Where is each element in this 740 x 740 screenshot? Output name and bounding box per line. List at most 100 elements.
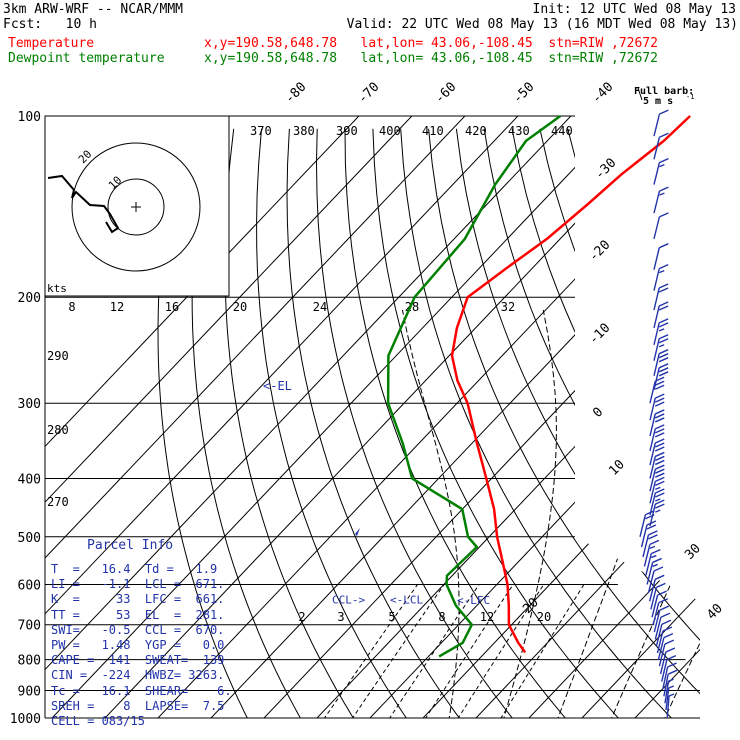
wind-barb-flag: [646, 524, 657, 530]
wind-key: Full barb: 5 m s -1: [634, 86, 694, 107]
wind-barb-staff: [649, 481, 656, 504]
theta-e-tick-label: 390: [336, 124, 358, 138]
theta-tick-label: 290: [47, 349, 69, 363]
wind-barb: [647, 566, 664, 594]
dry-adiabat-line: [455, 128, 700, 718]
wind-barb-staff: [647, 570, 655, 594]
lfc-annotation: <-LFC: [457, 594, 490, 607]
dry-adiabat-line: [224, 128, 362, 718]
wind-barb-flag: [655, 492, 665, 498]
wind-barb: [653, 186, 669, 214]
parcel-row: T = 16.4 Td = 1.9: [51, 562, 218, 576]
wind-barb: [658, 639, 675, 667]
wind-barb-staff: [658, 643, 666, 667]
wind-barb-flag: [659, 157, 669, 164]
wind-barb-half: [658, 269, 665, 274]
wind-barb: [653, 318, 669, 346]
temperature-legend: Temperature: [8, 36, 95, 51]
wind-barb: [664, 678, 674, 704]
wind-barb-staff: [653, 247, 660, 270]
wind-barb: [651, 590, 667, 618]
pressure-tick-label: 600: [18, 578, 41, 593]
wind-barb: [642, 530, 658, 558]
wind-barb-flag: [654, 442, 665, 448]
mixing-ratio-line: [315, 584, 419, 718]
mixing-ratio-tick-label: 2: [298, 610, 305, 624]
wind-barb-staff: [653, 305, 660, 329]
wind-barb-half: [658, 328, 665, 332]
wind-barb: [653, 263, 669, 291]
parcel-row: LI = -1.1 LCL = 671.: [51, 577, 225, 591]
mixing-ratio-line: [380, 584, 480, 718]
valid-time: Valid: 22 UTC Wed 08 May 13 (16 MDT Wed …: [346, 17, 738, 32]
theta-e-tick-label: 400: [379, 124, 401, 138]
dry-adiabat-line: [157, 128, 255, 718]
parcel-row: K = 33 LFC = 661.: [51, 592, 225, 606]
theta-e-tick-label: 420: [465, 124, 487, 138]
wind-key-exp: -1: [686, 93, 694, 101]
wind-barb-staff: [662, 666, 669, 690]
wind-barb-half: [655, 486, 661, 491]
wind-barb: [649, 409, 665, 437]
wind-key-value: 5 m s: [643, 96, 673, 107]
wind-barb-flag: [658, 371, 669, 377]
isotherm-line: [45, 116, 585, 718]
wind-barb: [649, 499, 665, 527]
model-title: 3km ARW-WRF -- NCAR/MMM: [3, 2, 184, 17]
mixing-ratio-tick-label: 5: [388, 610, 395, 624]
theta-e-tick-label: 370: [250, 124, 272, 138]
wind-barb-flag: [654, 432, 665, 438]
wind-barb-flag: [658, 349, 669, 355]
wind-barb-staff: [646, 562, 654, 585]
isotherm-line: [45, 116, 426, 718]
wind-barb-column: [639, 109, 678, 719]
wind-barb: [653, 157, 669, 185]
wind-barb-half: [668, 685, 674, 689]
wind-barb-flag: [658, 287, 669, 293]
wind-barb: [657, 633, 674, 660]
wind-barb-flag: [664, 639, 675, 645]
wind-barb-flag: [659, 243, 669, 249]
wind-barb-staff: [649, 579, 656, 602]
wind-barb-half: [659, 192, 665, 196]
pressure-tick-label: 800: [18, 654, 41, 669]
parcel-row: CIN = -224 HWBZ= 3263.: [51, 668, 225, 682]
wind-barb-flag: [661, 619, 672, 625]
mixing-ratio-tick-label: 8: [438, 610, 445, 624]
pressure-tick-label: 100: [18, 110, 41, 125]
pressure-tick-label: 1000: [10, 712, 41, 727]
mixing-ratio-tick-label: 20: [537, 610, 551, 624]
wind-barb-half: [655, 498, 661, 502]
wind-barb: [653, 349, 669, 376]
wind-barb-staff: [657, 637, 665, 660]
wind-barb: [653, 334, 669, 361]
mixing-ratio-tick-label: 8: [68, 300, 75, 314]
hodograph-unit: kts: [47, 282, 67, 295]
wind-barb-flag: [655, 455, 665, 462]
isotherm-line: [463, 116, 700, 718]
init-time: Init: 12 UTC Wed 08 May 13: [532, 2, 737, 17]
wind-barb-flag: [655, 472, 665, 478]
wind-barb-staff: [649, 503, 656, 527]
wind-barb-flag: [658, 283, 669, 289]
wind-barb-flag: [655, 464, 665, 470]
hodograph: 10 20 kts: [44, 115, 230, 297]
wind-barb-half: [668, 678, 674, 682]
wind-barb-staff: [649, 442, 656, 466]
wind-barb-flag: [652, 557, 662, 564]
theta-e-tick-label: 410: [422, 124, 444, 138]
wind-barb: [650, 582, 666, 610]
pressure-tick-label: 200: [18, 291, 41, 306]
wind-barb-staff: [649, 469, 656, 492]
parcel-row: Tc = 16.1 SHEAR= 6.: [51, 684, 232, 698]
wind-barb-flag: [654, 409, 665, 415]
wind-barb-staff: [665, 687, 670, 711]
theta-e-tick-label: 430: [508, 124, 530, 138]
wind-barb-staff: [653, 322, 660, 346]
wind-barb-staff: [653, 216, 661, 240]
wind-key-title: Full barb:: [634, 86, 694, 97]
wind-barb-staff: [659, 651, 667, 675]
wind-barb-flag: [658, 367, 669, 373]
wind-barb-flag: [654, 428, 665, 434]
wind-barb: [649, 393, 665, 421]
